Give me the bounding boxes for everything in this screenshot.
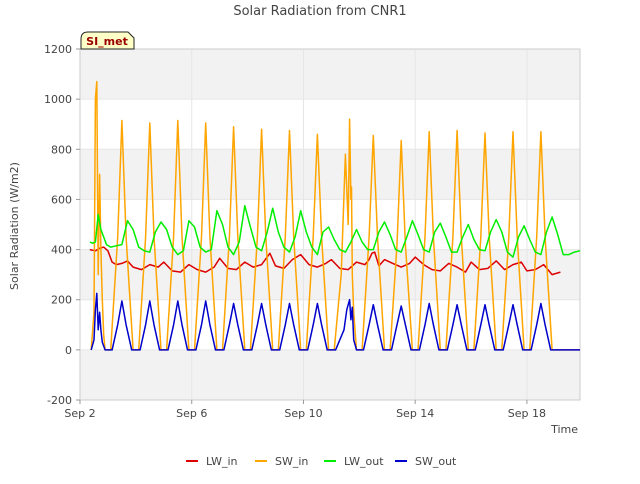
legend: LW_in SW_in LW_out SW_out	[186, 455, 457, 468]
y-tick-label: 800	[51, 143, 72, 156]
grid-band	[80, 149, 580, 200]
x-tick-label: Sep 18	[508, 407, 546, 420]
series-lines	[89, 80, 581, 351]
x-axis: Sep 2 Sep 6 Sep 10 Sep 14 Sep 18	[64, 400, 546, 420]
grid-band	[80, 49, 580, 100]
site-label-badge: SI_met	[80, 31, 135, 50]
series-line-lw-out	[89, 204, 581, 258]
series-line-sw-out	[90, 292, 580, 351]
series-line-sw-in	[90, 80, 580, 351]
series-line-lw-in	[89, 246, 561, 276]
chart-title: Solar Radiation from CNR1	[233, 4, 406, 19]
y-tick-label: 200	[51, 294, 72, 307]
y-tick-label: 1200	[44, 43, 72, 56]
legend-label-lw-in: LW_in	[206, 455, 238, 468]
legend-label-sw-in: SW_in	[275, 455, 308, 468]
grid-band	[80, 349, 580, 400]
y-tick-label: 600	[51, 193, 72, 206]
y-tick-label: 400	[51, 244, 72, 257]
x-tick-label: Sep 6	[176, 407, 207, 420]
x-tick-label: Sep 14	[396, 407, 434, 420]
y-axis-label: Solar Radiation (W/m2)	[8, 162, 21, 290]
x-tick-label: Sep 2	[64, 407, 95, 420]
site-label-text: SI_met	[86, 35, 128, 48]
plot-area	[79, 48, 581, 401]
plot-bands	[80, 49, 580, 400]
legend-label-lw-out: LW_out	[344, 455, 384, 468]
x-tick-label: Sep 10	[284, 407, 322, 420]
legend-label-sw-out: SW_out	[415, 455, 457, 468]
x-axis-label: Time	[550, 423, 578, 436]
y-axis: -200 0 200 400 600 800 1000 1200	[44, 43, 80, 407]
y-tick-label: 0	[65, 344, 72, 357]
grid-lines	[79, 48, 580, 401]
y-tick-label: -200	[47, 394, 72, 407]
grid-band	[80, 249, 580, 300]
y-tick-label: 1000	[44, 93, 72, 106]
site-label-box	[80, 31, 135, 50]
